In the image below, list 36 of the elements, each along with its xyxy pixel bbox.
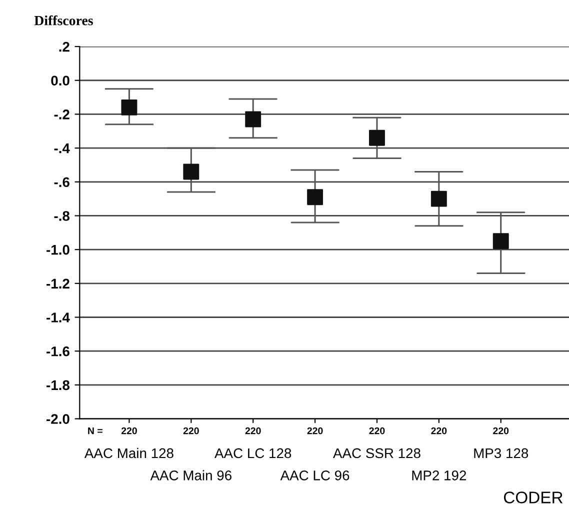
y-tick-label: .2: [59, 42, 70, 52]
text: 220: [369, 427, 385, 434]
text: N =: [88, 427, 102, 434]
y-tick-label: 0.0: [51, 76, 70, 86]
text: 220: [307, 427, 323, 434]
point: [121, 99, 138, 116]
point: [492, 233, 509, 250]
x-tick-label: AAC LC 96: [280, 470, 350, 480]
y-tick-label: -1.2: [46, 278, 70, 288]
y-tick-label: -1.0: [46, 244, 70, 255]
text: 220: [245, 427, 261, 434]
y-tick-label: -.6: [54, 177, 70, 188]
x-tick-label: AAC SSR 128: [333, 448, 420, 458]
y-tick-label: -1.4: [46, 312, 70, 322]
point: [430, 190, 447, 207]
y-tick-label: -1.8: [46, 380, 70, 390]
x-tick-label: AAC LC 128: [214, 448, 292, 458]
point: [307, 189, 324, 206]
y-tick-label: -.8: [54, 211, 70, 221]
point: [245, 111, 262, 128]
x-axis-title: CODER: [504, 492, 563, 504]
x-tick-label: MP3 128: [474, 448, 528, 458]
text: 220: [183, 427, 199, 434]
x-tick-label: AAC Main 96: [150, 470, 232, 480]
y-tick-label: -.4: [54, 144, 70, 154]
x-tick-label: AAC Main 128: [84, 448, 174, 458]
text: 220: [431, 427, 447, 434]
y-tick-label: -2.0: [46, 414, 70, 424]
y-axis-title: Diffscores: [34, 15, 93, 26]
y-tick-label: -.2: [54, 110, 70, 120]
x-tick-label: MP2 192: [412, 470, 466, 480]
point: [369, 130, 385, 146]
point: [183, 164, 200, 180]
y-tick-label: -1.6: [46, 346, 70, 356]
text: 220: [121, 427, 137, 434]
text: 220: [493, 427, 509, 434]
